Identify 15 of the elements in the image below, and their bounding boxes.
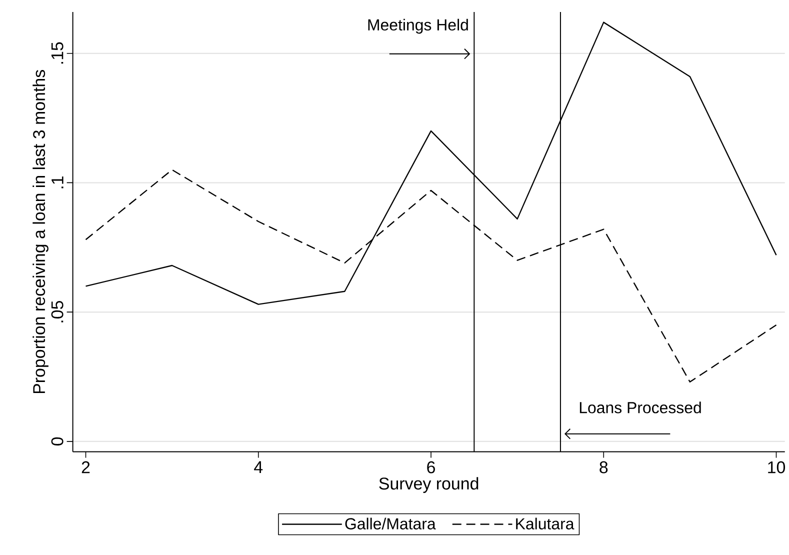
x-tick-label: 8	[600, 462, 608, 474]
y-tick-label: 0	[51, 438, 64, 446]
ref-line-label: Loans Processed	[580, 402, 701, 414]
ref-line-label: Meetings Held	[368, 19, 468, 34]
x-tick-label: 10	[768, 462, 786, 474]
y-axis-title: Proportion receiving a loan in last 3 months	[32, 70, 48, 394]
y-tick-label: .05	[51, 301, 64, 323]
y-tick-label: .1	[52, 176, 64, 188]
x-tick-label: 4	[254, 462, 263, 474]
legend-label: Kalutara	[516, 518, 574, 530]
x-axis-title: Survey round	[379, 477, 478, 494]
x-tick-label: 2	[82, 462, 90, 474]
legend-label: Galle/Matara	[345, 518, 436, 530]
x-tick-label: 6	[427, 462, 435, 474]
y-tick-label: .15	[51, 42, 64, 64]
